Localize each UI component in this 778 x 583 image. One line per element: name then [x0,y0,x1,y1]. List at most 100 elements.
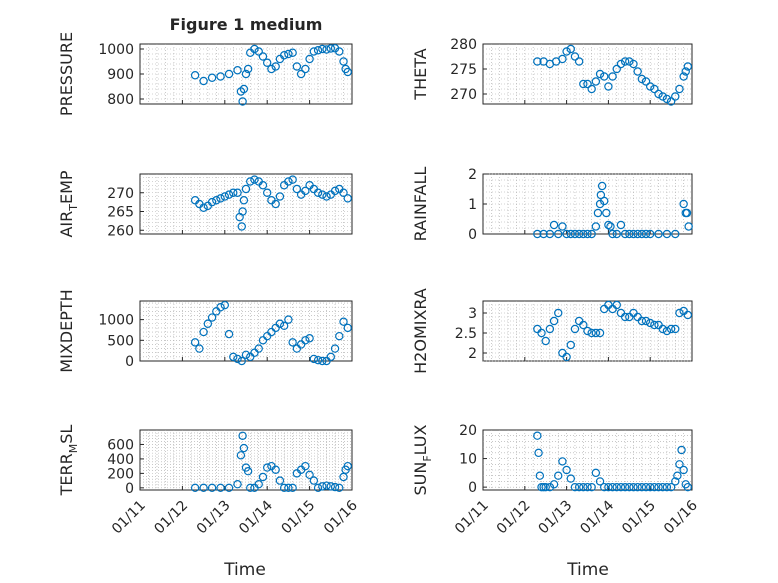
data-point [288,175,297,184]
y-tick-label: 275 [450,62,477,78]
data-point [279,51,289,60]
data-point [305,54,314,64]
data-point [335,483,344,493]
data-point [254,344,263,353]
data-point [671,229,680,239]
data-point [612,64,621,74]
data-point [641,77,651,86]
data-point [275,476,285,485]
data-point [620,312,630,322]
data-point [207,73,217,82]
data-point [190,483,200,493]
data-point [279,321,289,331]
data-point [591,468,601,478]
data-point [233,354,242,364]
data-point [339,317,348,326]
y-tick-label: 0 [125,481,134,497]
x-tick-label: 01/12 [494,498,534,538]
data-point [558,222,567,231]
data-point [641,482,651,492]
data-point [199,76,208,86]
data-point [309,47,319,56]
data-point [646,318,655,328]
data-point [238,431,247,440]
y-axis-label: THETA [411,48,430,100]
y-tick-label: 3 [468,306,477,322]
data-point [258,181,268,190]
data-point [602,208,611,218]
y-tick-label: 265 [107,205,134,221]
data-point [570,482,580,492]
data-point [238,97,247,106]
data-point [239,84,249,94]
y-axis-label: MIXDEPTH [57,289,76,372]
data-point [654,89,663,99]
data-point [284,315,293,324]
data-point [583,79,592,89]
data-point [579,229,588,239]
data-point [600,196,609,206]
data-point [339,472,348,482]
data-point [318,190,327,199]
y-tick-label: 800 [107,92,134,108]
data-point [650,320,659,330]
data-point [271,62,280,71]
data-point [239,443,249,453]
data-point [541,336,550,346]
data-point [313,355,323,365]
data-point [545,482,555,492]
data-point [258,472,268,482]
y-tick-label: 500 [107,333,134,349]
data-point [606,222,615,231]
subplot-3: 260 265 270 AIRTEMP [57,170,353,239]
plot-area [139,300,353,362]
data-point [549,220,559,230]
data-point [625,482,634,492]
subplot-2: 270 275 280 THETA [411,37,693,106]
y-tick-label: 270 [450,87,477,103]
data-point [675,308,684,318]
data-point [604,220,613,230]
x-tick-label: 01/11 [452,498,492,538]
data-point [683,310,693,320]
data-point [284,49,293,59]
data-point [633,67,642,76]
data-point [604,482,613,492]
data-point [679,72,688,81]
data-point [305,470,314,480]
data-point [335,47,344,56]
data-point [533,431,542,440]
y-tick-label: 200 [107,466,134,482]
data-point [595,69,605,79]
data-point [238,207,247,216]
y-tick-label: 2.5 [455,326,477,342]
data-point [301,186,310,196]
data-point [313,188,323,197]
data-point [233,188,242,197]
data-point [322,192,331,201]
data-point [637,74,647,84]
data-point [554,308,563,318]
data-point [629,229,638,239]
data-point [671,92,680,101]
data-point [562,352,571,362]
y-tick-label: 1000 [98,42,134,58]
data-point [666,482,676,492]
data-point [595,477,605,486]
data-point [562,47,571,56]
data-point [579,320,588,330]
data-point [616,59,626,69]
data-point [296,69,306,79]
data-point [583,229,592,239]
x-tick-label: 01/13 [536,498,576,538]
data-point [595,328,605,338]
data-point [250,44,259,54]
data-point [593,208,603,218]
x-tick-label: 01/14 [577,497,617,537]
data-point [233,480,242,489]
data-point [646,82,655,91]
y-axis-label: TERRMSL [57,425,80,497]
subplot-5: 0 500 1000 MIXDEPTH [57,289,353,373]
data-point [263,188,272,197]
data-point [212,196,221,205]
